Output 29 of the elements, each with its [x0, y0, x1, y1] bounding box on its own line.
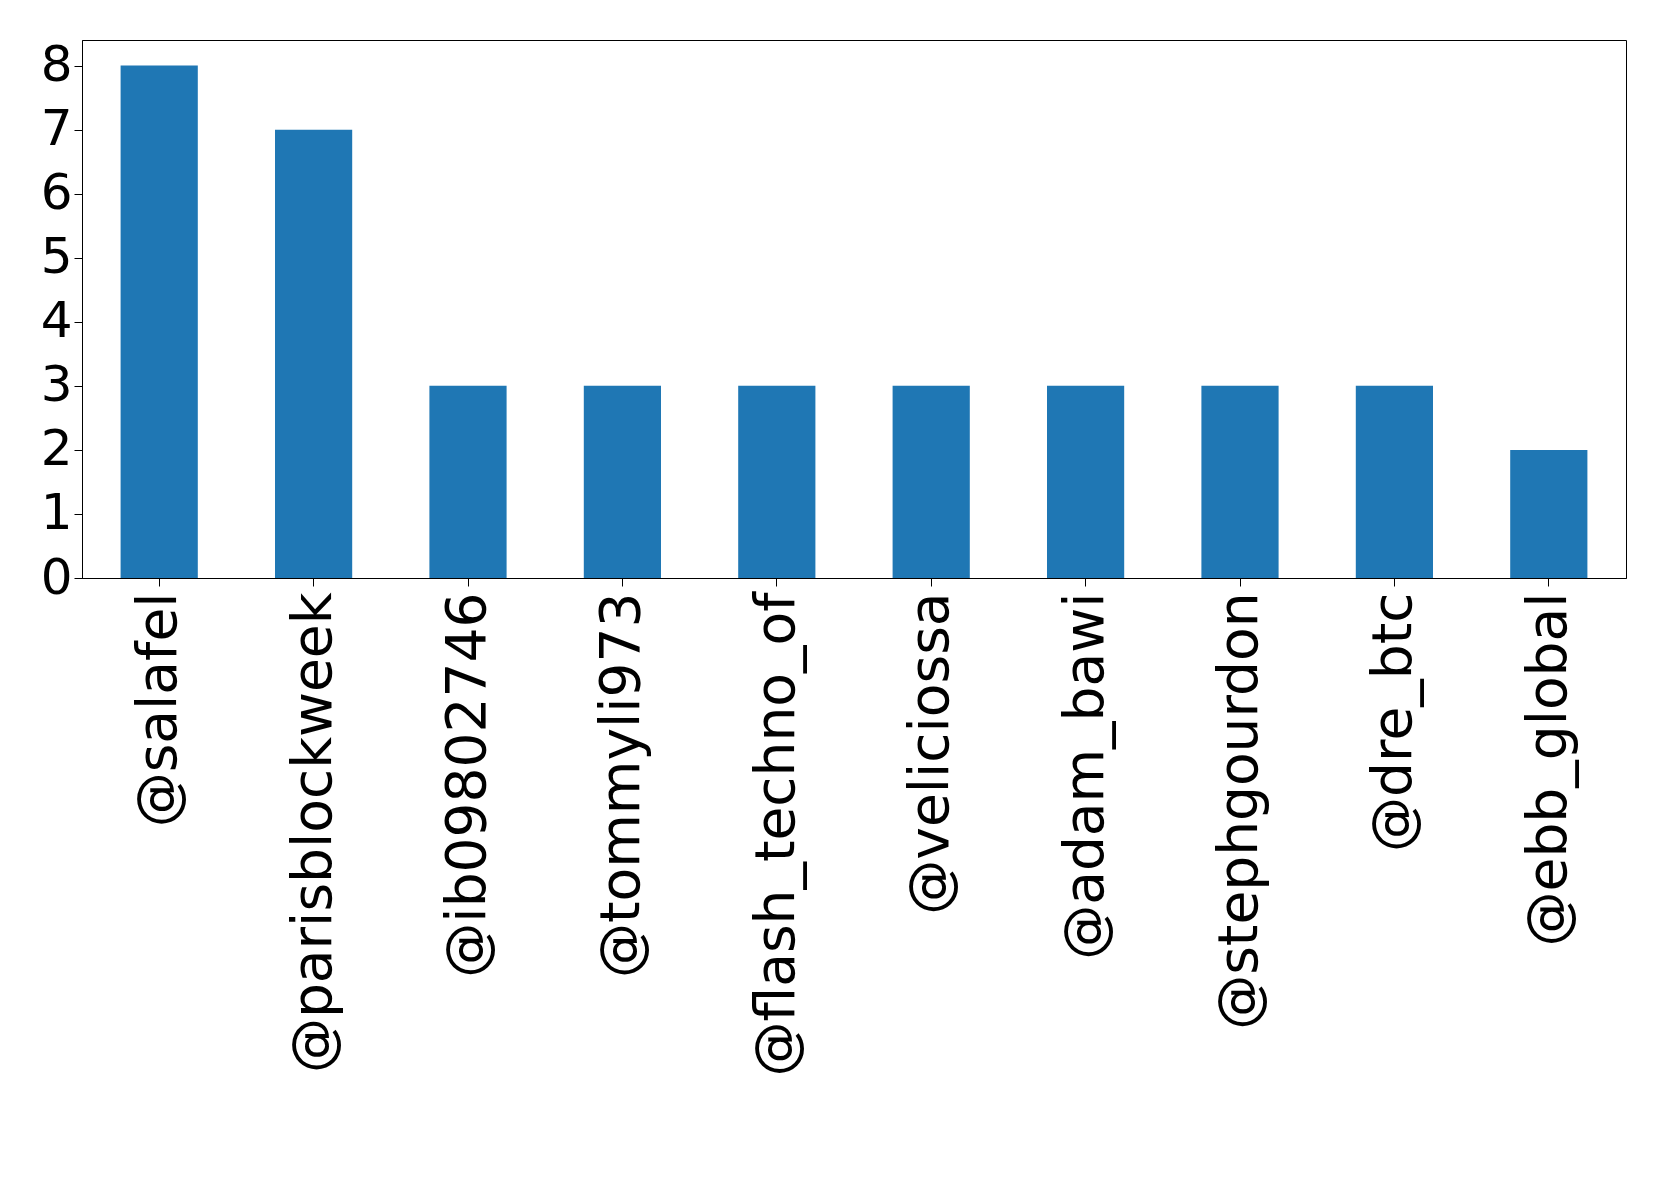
- x-tick-label: @dre_btc: [1360, 592, 1425, 852]
- bar: [429, 385, 507, 578]
- y-tick-label: 0: [40, 547, 73, 606]
- y-tick-label: 4: [40, 291, 73, 350]
- y-tick-label: 3: [40, 355, 73, 414]
- x-tick-label: @parisblockweek: [279, 592, 344, 1074]
- y-tick-label: 8: [40, 35, 73, 94]
- bar: [1510, 449, 1588, 578]
- x-tick-label: @ib09802746: [434, 592, 498, 978]
- x-tick-label: @tommyli973: [588, 592, 653, 978]
- bar: [275, 129, 353, 578]
- y-tick-label: 2: [40, 419, 73, 478]
- x-tick-label: @flash_techno_of: [742, 590, 807, 1077]
- bar: [583, 385, 661, 578]
- x-tick-label: @veliciossa: [897, 592, 962, 915]
- x-tick-label: @ebb_global: [1514, 592, 1579, 947]
- y-tick-label: 1: [40, 483, 73, 542]
- y-tick-label: 6: [40, 163, 73, 222]
- bar: [738, 385, 816, 578]
- bar: [1047, 385, 1125, 578]
- y-tick-label: 7: [40, 99, 73, 158]
- bar: [120, 65, 198, 578]
- y-tick-label: 5: [40, 227, 73, 286]
- x-tick-label: @salafel: [125, 592, 190, 828]
- bar: [892, 385, 970, 578]
- x-tick-label: @adam_bawi: [1051, 592, 1116, 960]
- bar: [1355, 385, 1433, 578]
- x-tick-label: @stephgourdon: [1206, 592, 1270, 1030]
- bar: [1201, 385, 1279, 578]
